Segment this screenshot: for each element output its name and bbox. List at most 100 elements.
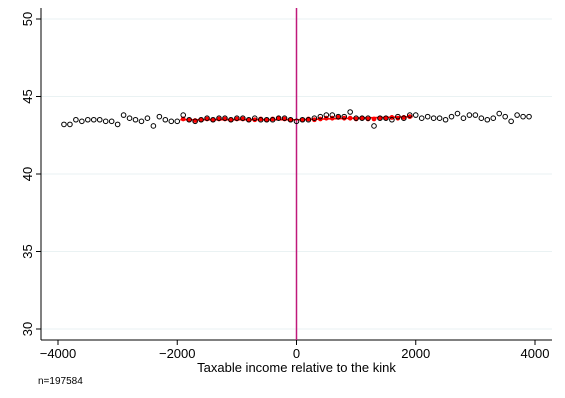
data-point — [311, 115, 318, 121]
fitted-point — [198, 117, 204, 123]
data-point — [102, 118, 109, 125]
fitted-point — [300, 117, 305, 123]
data-point — [108, 118, 115, 125]
data-point — [341, 113, 348, 120]
y-tick-label: 40 — [20, 167, 35, 181]
data-point — [281, 115, 288, 121]
tick-labels: 30 35 40 45 50 −4000 −2000 0 2000 4000 — [20, 12, 549, 361]
data-point — [85, 116, 91, 123]
data-point — [406, 112, 413, 118]
data-point — [96, 116, 103, 123]
data-point — [132, 116, 139, 123]
data-point — [478, 115, 485, 121]
fitted-point — [288, 117, 293, 123]
data-point — [448, 113, 455, 120]
data-point — [389, 116, 395, 123]
data-point — [299, 116, 306, 123]
fitted-point — [407, 114, 413, 120]
fitted-point — [311, 117, 317, 123]
fitted-point — [359, 115, 365, 121]
y-tick-label: 35 — [20, 244, 35, 258]
data-point — [347, 109, 353, 115]
data-point — [293, 118, 300, 125]
fitted-point — [186, 117, 192, 123]
fitted-point — [246, 117, 252, 123]
data-point — [335, 113, 342, 120]
y-tick-label: 30 — [20, 322, 35, 336]
data-point — [251, 115, 258, 121]
tick-marks — [36, 18, 536, 345]
data-point — [412, 112, 419, 118]
data-point — [418, 115, 425, 121]
data-point — [317, 113, 324, 120]
data-point — [114, 121, 121, 128]
data-point — [216, 115, 222, 121]
data-point — [472, 112, 479, 118]
data-point — [383, 115, 389, 121]
fitted-point — [371, 116, 377, 122]
fitted-point — [210, 117, 216, 123]
data-point — [192, 118, 198, 125]
data-point — [228, 116, 234, 123]
data-point — [466, 112, 473, 118]
x-tick-label: 2000 — [401, 346, 430, 361]
data-point — [90, 116, 97, 123]
data-point — [502, 113, 508, 120]
fitted-point — [264, 117, 270, 123]
y-tick-label: 45 — [20, 89, 35, 103]
fitted-point — [395, 115, 401, 121]
data-point — [257, 116, 264, 123]
data-point — [323, 112, 330, 118]
data-point — [174, 118, 181, 125]
data-point — [263, 116, 270, 123]
data-point — [371, 123, 377, 129]
fitted-point — [341, 115, 347, 121]
data-point — [424, 113, 431, 120]
data-point — [359, 115, 365, 121]
data-point — [329, 112, 336, 118]
fitted-point — [276, 115, 282, 121]
data-point — [240, 115, 246, 121]
data-point — [162, 116, 169, 123]
data-point — [305, 116, 312, 123]
sample-size-note: n=197584 — [38, 376, 83, 387]
data-point — [204, 115, 210, 121]
fitted-point — [383, 115, 389, 121]
fitted-point — [228, 117, 234, 123]
data-point — [210, 116, 216, 123]
data-point — [484, 116, 491, 123]
data-point — [180, 112, 187, 118]
data-point — [144, 115, 151, 121]
data-point — [61, 121, 67, 128]
data-point — [126, 115, 133, 121]
data-point — [401, 115, 407, 121]
data-point — [156, 113, 163, 120]
x-tick-label: −4000 — [40, 346, 77, 361]
data-point — [67, 121, 73, 128]
data-point — [269, 116, 276, 123]
data-point — [377, 115, 383, 121]
data-point — [198, 116, 204, 123]
data-point — [275, 115, 282, 121]
data-point — [496, 110, 503, 117]
data-points — [61, 109, 532, 129]
data-point — [287, 116, 294, 123]
fitted-point — [180, 116, 186, 122]
data-point — [442, 116, 449, 123]
data-point — [454, 110, 461, 117]
data-point — [508, 118, 514, 125]
data-point — [79, 118, 85, 125]
data-point — [120, 112, 127, 118]
data-point — [222, 115, 228, 121]
data-point — [186, 116, 192, 123]
data-point — [395, 113, 401, 120]
data-point — [234, 115, 240, 121]
data-point — [353, 115, 359, 121]
data-point — [460, 115, 467, 121]
x-tick-label: 0 — [293, 346, 300, 361]
data-point — [436, 115, 443, 121]
y-tick-label: 50 — [20, 12, 35, 26]
data-point — [430, 115, 437, 121]
fitted-point — [252, 117, 258, 123]
